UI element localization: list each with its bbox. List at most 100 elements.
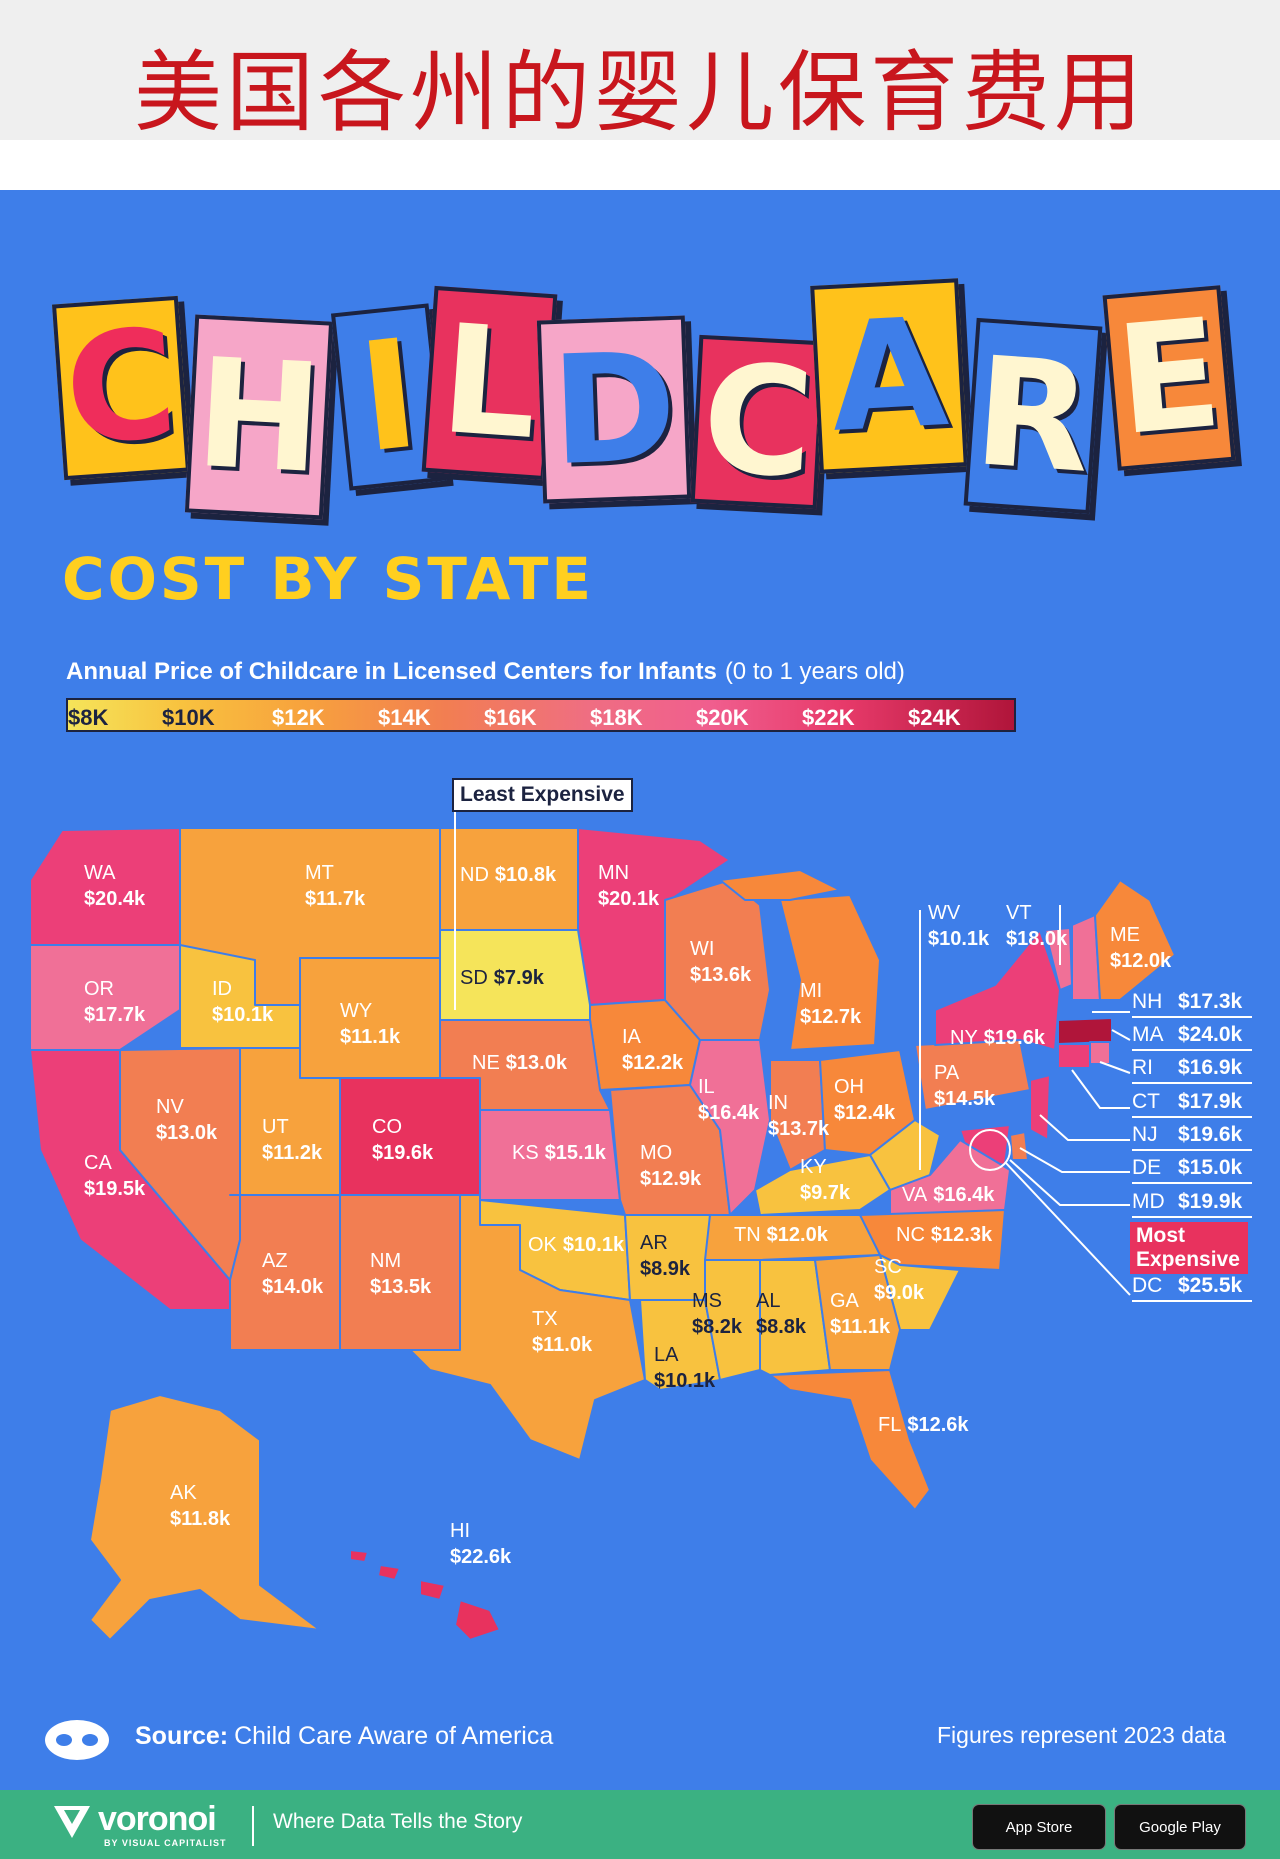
state-label-wy: WY $11.1k bbox=[340, 1000, 401, 1048]
state-label-az: AZ $14.0k bbox=[262, 1250, 324, 1298]
state-hi-maui bbox=[419, 1579, 446, 1601]
state-label-mn: MN $20.1k bbox=[598, 862, 660, 910]
state-hi-big bbox=[454, 1599, 501, 1641]
state-label-dc: DC $25.5k bbox=[1132, 1274, 1252, 1302]
state-label-wv: WV $10.1k bbox=[928, 902, 990, 950]
state-ct bbox=[1057, 1043, 1091, 1069]
leader-line-md bbox=[1009, 1159, 1130, 1206]
state-label-ms: MS $8.2k bbox=[692, 1290, 743, 1338]
state-label-co: CO $19.6k bbox=[372, 1116, 434, 1164]
voronoi-logo-icon bbox=[54, 1806, 90, 1838]
legend-tick: $24K bbox=[908, 705, 961, 730]
state-label-al: AL $8.8k bbox=[756, 1290, 807, 1338]
state-la bbox=[639, 1299, 721, 1391]
state-hi-kauai bbox=[349, 1549, 369, 1563]
state-mi-up bbox=[719, 869, 841, 901]
state-nc bbox=[859, 1209, 1006, 1271]
state-label-ia: IA $12.2k bbox=[622, 1026, 684, 1074]
state-label-ct: CT $17.9k bbox=[1132, 1090, 1252, 1118]
chinese-title-bar: 美国各州的婴儿保育费用 bbox=[0, 0, 1280, 144]
data-year-note: Figures represent 2023 data bbox=[937, 1722, 1226, 1748]
state-label-ut: UT $11.2k bbox=[262, 1116, 323, 1164]
legend-tick: $12K bbox=[272, 705, 325, 730]
state-label-in: IN $13.7k bbox=[768, 1092, 830, 1140]
state-label-nj: NJ $19.6k bbox=[1132, 1123, 1252, 1151]
legend-tick: $10K bbox=[162, 705, 215, 730]
state-label-mt: MT $11.7k bbox=[305, 862, 366, 910]
leader-line-de bbox=[1019, 1147, 1130, 1173]
state-label-nc: NC $12.3k bbox=[896, 1224, 993, 1246]
legend-tick: $22K bbox=[802, 705, 855, 730]
state-label-oh: OH $12.4k bbox=[834, 1076, 896, 1124]
state-label-tx: TX $11.0k bbox=[532, 1308, 593, 1356]
legend-tick: $20K bbox=[696, 705, 749, 730]
state-mi bbox=[779, 894, 881, 1051]
state-label-id: ID $10.1k bbox=[212, 978, 274, 1026]
chinese-title: 美国各州的婴儿保育费用 bbox=[133, 41, 1146, 144]
state-nj bbox=[1029, 1074, 1051, 1141]
state-label-ky: KY $9.7k bbox=[800, 1156, 851, 1204]
state-or bbox=[29, 944, 181, 1051]
legend-tick: $16K bbox=[484, 705, 537, 730]
state-label-mo: MO $12.9k bbox=[640, 1142, 702, 1190]
state-label-mi: MI $12.7k bbox=[800, 980, 862, 1028]
state-me bbox=[1094, 879, 1176, 1001]
app-store-button[interactable]: App Store bbox=[972, 1804, 1106, 1850]
source-credit: Source: Child Care Aware of America bbox=[135, 1722, 554, 1750]
legend-tick: $18K bbox=[590, 705, 643, 730]
state-label-nh: NH $17.3k bbox=[1132, 990, 1252, 1018]
state-ma bbox=[1057, 1017, 1113, 1045]
state-label-ga: GA $11.1k bbox=[830, 1290, 891, 1338]
state-label-vt: VT $18.0k bbox=[1006, 902, 1068, 950]
leader-line-nj bbox=[1039, 1114, 1130, 1141]
visual-capitalist-logo-icon bbox=[45, 1720, 109, 1760]
state-label-ny: NY $19.6k bbox=[950, 1027, 1045, 1049]
state-label-il: IL $16.4k bbox=[698, 1076, 760, 1124]
state-in bbox=[769, 1059, 826, 1171]
most-expensive-callout: Most Expensive bbox=[1130, 1222, 1248, 1274]
state-il bbox=[689, 1039, 771, 1216]
brand-name: voronoi bbox=[98, 1800, 217, 1838]
state-label-ks: KS $15.1k bbox=[512, 1142, 606, 1164]
state-label-ar: AR $8.9k bbox=[640, 1232, 691, 1280]
state-label-nv: NV $13.0k bbox=[156, 1096, 218, 1144]
subtitle: COST BY STATE bbox=[62, 545, 595, 613]
state-label-fl: FL $12.6k bbox=[878, 1414, 969, 1436]
leader-line-ri bbox=[1099, 1061, 1131, 1074]
leader-line-dc bbox=[1004, 1161, 1131, 1296]
leader-line-ct bbox=[1071, 1069, 1130, 1109]
state-label-sd: SD $7.9k bbox=[460, 967, 544, 989]
state-label-ma: MA $24.0k bbox=[1132, 1023, 1252, 1051]
state-label-ne: NE $13.0k bbox=[472, 1052, 567, 1074]
state-label-ca: CA $19.5k bbox=[84, 1152, 146, 1200]
state-tx bbox=[409, 1194, 646, 1461]
state-label-md: MD $19.9k bbox=[1132, 1190, 1252, 1218]
state-ri bbox=[1089, 1041, 1111, 1065]
legend-title: Annual Price of Childcare in Licensed Ce… bbox=[66, 658, 905, 685]
state-al bbox=[759, 1259, 831, 1376]
state-label-nm: NM $13.5k bbox=[370, 1250, 432, 1298]
google-play-button[interactable]: Google Play bbox=[1114, 1804, 1246, 1850]
legend-tick: $14K bbox=[378, 705, 431, 730]
state-label-ak: AK $11.8k bbox=[170, 1482, 231, 1530]
state-fl bbox=[769, 1369, 931, 1511]
state-label-ri: RI $16.9k bbox=[1132, 1056, 1252, 1084]
state-label-wa: WA $20.4k bbox=[84, 862, 146, 910]
legend-tick: $8K bbox=[68, 705, 109, 730]
footer-divider bbox=[252, 1806, 254, 1846]
state-ak bbox=[89, 1394, 321, 1641]
state-label-me: ME $12.0k bbox=[1110, 924, 1172, 972]
state-label-pa: PA $14.5k bbox=[934, 1062, 996, 1110]
state-label-nd: ND $10.8k bbox=[460, 864, 557, 886]
state-ga bbox=[814, 1254, 901, 1371]
state-label-tn: TN $12.0k bbox=[734, 1224, 828, 1246]
state-label-hi: HI $22.6k bbox=[450, 1520, 512, 1568]
leader-line-ma bbox=[1111, 1029, 1131, 1041]
state-label-de: DE $15.0k bbox=[1132, 1156, 1252, 1184]
state-label-or: OR $17.7k bbox=[84, 978, 146, 1026]
state-de bbox=[1009, 1131, 1029, 1161]
state-label-wi: WI $13.6k bbox=[690, 938, 752, 986]
state-label-la: LA $10.1k bbox=[654, 1344, 716, 1392]
state-hi-oahu bbox=[377, 1564, 401, 1581]
